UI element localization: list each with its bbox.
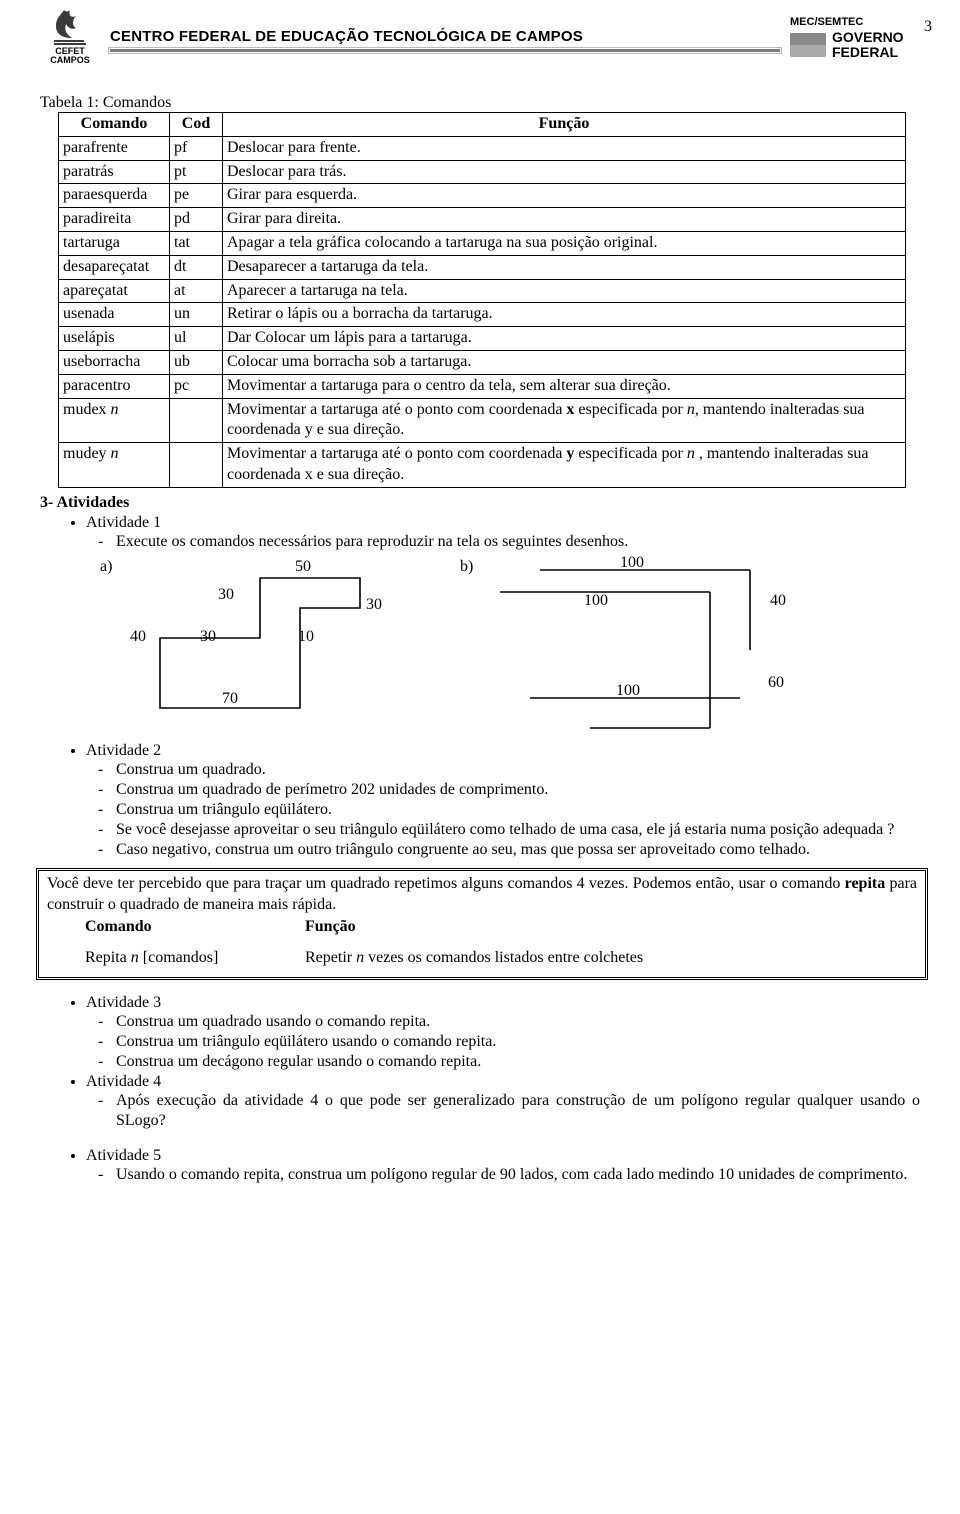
infobox-cmd: Repita n [comandos] bbox=[85, 948, 305, 969]
header: CEFET CAMPOS CENTRO FEDERAL DE EDUCAÇÃO … bbox=[40, 8, 920, 88]
atv2-i1: Construa um quadrado. bbox=[116, 760, 920, 780]
infobox-h1: Comando bbox=[85, 917, 305, 938]
flame-icon bbox=[50, 8, 90, 46]
infobox-fn: Repetir n vezes os comandos listados ent… bbox=[305, 948, 917, 969]
atividade-5-title: Atividade 5 Usando o comando repita, con… bbox=[86, 1147, 920, 1185]
institution-title: CENTRO FEDERAL DE EDUCAÇÃO TECNOLÓGICA D… bbox=[110, 28, 780, 45]
table-row: mudex nMovimentar a tartaruga até o pont… bbox=[59, 398, 906, 443]
infobox-h2: Função bbox=[305, 917, 917, 938]
atv1-item: Execute os comandos necessários para rep… bbox=[116, 532, 920, 552]
table-row: paracentropcMovimentar a tartaruga para … bbox=[59, 374, 906, 398]
table-row: desapareçatatdtDesaparecer a tartaruga d… bbox=[59, 255, 906, 279]
atv4-i1: Após execução da atividade 4 o que pode … bbox=[116, 1091, 920, 1131]
atv3-i1: Construa um quadrado usando o comando re… bbox=[116, 1012, 920, 1032]
th-funcao: Função bbox=[223, 113, 906, 137]
atv2-i2: Construa um quadrado de perímetro 202 un… bbox=[116, 780, 920, 800]
page-number: 3 bbox=[924, 18, 932, 36]
gov-line1: GOVERNO bbox=[832, 30, 904, 45]
atv2-i5: Caso negativo, construa um outro triângu… bbox=[116, 840, 920, 860]
table-row: uselápisulDar Colocar um lápis para a ta… bbox=[59, 327, 906, 351]
atividade-4-title: Atividade 4 Após execução da atividade 4… bbox=[86, 1073, 920, 1131]
header-mid: CENTRO FEDERAL DE EDUCAÇÃO TECNOLÓGICA D… bbox=[110, 8, 780, 52]
cefet-logo: CEFET CAMPOS bbox=[40, 8, 100, 66]
table-caption: Tabela 1: Comandos bbox=[40, 94, 920, 112]
table-row: tartarugatatApagar a tela gráfica coloca… bbox=[59, 231, 906, 255]
atv3-i3: Construa um decágono regular usando o co… bbox=[116, 1052, 920, 1072]
label-a: a) bbox=[100, 558, 112, 576]
flag-icon bbox=[790, 33, 826, 57]
atv3-i2: Construa um triângulo eqüilátero usando … bbox=[116, 1032, 920, 1052]
info-box: Você deve ter percebido que para traçar … bbox=[36, 868, 928, 980]
table-row: parafrentepfDeslocar para frente. bbox=[59, 136, 906, 160]
header-underline bbox=[110, 49, 780, 52]
commands-table: Comando Cod Função parafrentepfDeslocar … bbox=[58, 112, 906, 488]
atv2-i3: Construa um triângulo eqüilátero. bbox=[116, 800, 920, 820]
shape-a bbox=[100, 558, 420, 718]
table-row: paraesquerdapeGirar para esquerda. bbox=[59, 184, 906, 208]
header-right: MEC/SEMTEC GOVERNO FEDERAL bbox=[790, 8, 920, 59]
shape-b bbox=[460, 558, 820, 738]
table-row: usenadaunRetirar o lápis ou a borracha d… bbox=[59, 303, 906, 327]
th-comando: Comando bbox=[59, 113, 170, 137]
table-row: paradireitapdGirar para direita. bbox=[59, 208, 906, 232]
table-row: mudey nMovimentar a tartaruga até o pont… bbox=[59, 443, 906, 488]
table-row: apareçatatatAparecer a tartaruga na tela… bbox=[59, 279, 906, 303]
diagram-a: a) 50 30 30 40 30 10 70 bbox=[100, 558, 420, 718]
atividade-3-title: Atividade 3 Construa um quadrado usando … bbox=[86, 994, 920, 1072]
atividade-2-title: Atividade 2 Construa um quadrado. Constr… bbox=[86, 742, 920, 860]
section-atividades: 3- Atividades bbox=[40, 494, 920, 512]
page: 3 CEFET CAMPOS CENTRO FEDERAL DE EDUCAÇÃ… bbox=[20, 0, 940, 1216]
atv5-i1: Usando o comando repita, construa um pol… bbox=[116, 1165, 920, 1185]
th-cod: Cod bbox=[170, 113, 223, 137]
gov-line2: FEDERAL bbox=[832, 45, 904, 60]
diagrams-row: a) 50 30 30 40 30 10 70 b) 100 10 bbox=[100, 558, 920, 738]
infobox-paragraph: Você deve ter percebido que para traçar … bbox=[47, 874, 917, 916]
atividade-1-title: Atividade 1 Execute os comandos necessár… bbox=[86, 514, 920, 552]
atv2-i4: Se você desejasse aproveitar o seu triân… bbox=[116, 820, 920, 840]
table-row: paratrásptDeslocar para trás. bbox=[59, 160, 906, 184]
diagram-b: b) 100 100 40 60 100 bbox=[460, 558, 820, 738]
label-b: b) bbox=[460, 558, 473, 576]
ministry-label: MEC/SEMTEC bbox=[790, 16, 920, 28]
table-row: useborrachaubColocar uma borracha sob a … bbox=[59, 350, 906, 374]
logo-text-cefet: CEFET CAMPOS bbox=[50, 47, 90, 66]
